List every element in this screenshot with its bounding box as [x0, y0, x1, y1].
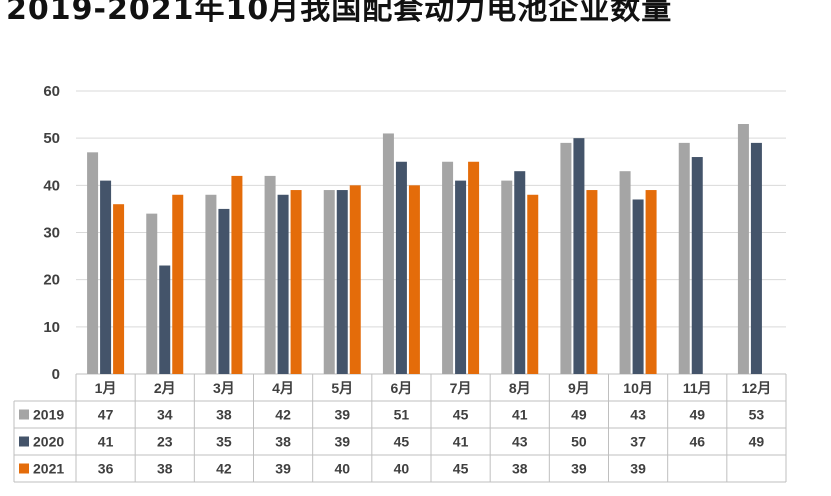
bar-2020-6月	[395, 161, 407, 374]
data-label: 23	[157, 434, 173, 450]
data-label: 36	[98, 461, 114, 477]
data-label: 38	[157, 461, 173, 477]
x-category-label: 7月	[450, 380, 472, 396]
data-label: 37	[630, 434, 646, 450]
x-category-label: 6月	[391, 380, 413, 396]
data-label: 41	[512, 407, 528, 423]
bar-2021-2月	[172, 194, 184, 374]
y-tick-label: 10	[43, 319, 60, 336]
x-category-label: 8月	[509, 380, 531, 396]
data-label: 41	[453, 434, 469, 450]
x-category-label: 10月	[623, 380, 653, 396]
x-category-label: 12月	[742, 380, 772, 396]
bar-2020-1月	[100, 180, 112, 374]
data-label: 46	[689, 434, 705, 450]
bar-2020-9月	[573, 138, 585, 374]
data-label: 39	[571, 461, 587, 477]
legend-label-2021: 2021	[33, 461, 64, 477]
bar-2020-3月	[218, 208, 230, 374]
data-label: 39	[275, 461, 291, 477]
bar-2021-5月	[349, 185, 361, 374]
bar-2020-12月	[750, 142, 762, 374]
data-label: 53	[749, 407, 765, 423]
data-label: 34	[157, 407, 173, 423]
bar-2021-9月	[586, 190, 598, 374]
bar-2021-3月	[231, 175, 243, 374]
bar-2021-4月	[290, 190, 302, 374]
bar-2021-8月	[527, 194, 539, 374]
bar-2019-11月	[678, 142, 690, 374]
bar-2019-3月	[205, 194, 217, 374]
legend-label-2019: 2019	[33, 407, 64, 423]
bar-2019-5月	[323, 190, 335, 374]
bar-2021-6月	[408, 185, 420, 374]
bar-2020-4月	[277, 194, 289, 374]
bars	[87, 124, 762, 375]
x-category-label: 11月	[683, 380, 712, 396]
bar-2019-8月	[501, 180, 513, 374]
bar-2019-7月	[442, 161, 454, 374]
data-table: 1月 2月 3月 4月 5月 6月 7月 8月 9月 10月 11月 12月 2019 47 34 38 42 3…	[13, 374, 787, 483]
bar-2021-10月	[645, 190, 657, 374]
bar-2019-10月	[619, 171, 631, 374]
y-tick-label: 20	[43, 272, 60, 289]
x-category-label: 2月	[154, 380, 176, 396]
bar-2020-11月	[691, 157, 703, 374]
data-label: 35	[216, 434, 232, 450]
y-tick-label: 40	[43, 177, 60, 194]
data-label: 47	[98, 407, 114, 423]
legend-swatch-2021	[19, 463, 29, 474]
bar-2019-4月	[264, 175, 276, 374]
x-category-label: 5月	[331, 380, 353, 396]
legend-swatch-2020	[19, 436, 29, 447]
bar-2021-1月	[113, 204, 125, 374]
x-category-label: 3月	[213, 380, 235, 396]
bar-2020-7月	[455, 180, 467, 374]
data-label: 38	[216, 407, 232, 423]
bar-2019-1月	[87, 152, 99, 374]
bar-2020-10月	[632, 199, 644, 374]
x-category-label: 4月	[272, 380, 294, 396]
legend-swatch-2019	[19, 409, 29, 420]
bar-2020-5月	[336, 190, 348, 374]
data-label: 45	[453, 407, 469, 423]
data-label: 49	[749, 434, 765, 450]
data-label: 38	[275, 434, 291, 450]
y-tick-label: 50	[43, 130, 60, 147]
data-label: 39	[630, 461, 646, 477]
bar-2019-9月	[560, 142, 572, 374]
y-tick-label: 60	[43, 83, 60, 100]
data-label: 50	[571, 434, 587, 450]
chart-title: 2019-2021年10月我国配套动力电池企业数量	[6, 0, 673, 27]
data-label: 39	[334, 407, 350, 423]
data-label: 45	[453, 461, 469, 477]
data-label: 45	[394, 434, 410, 450]
data-label: 49	[571, 407, 587, 423]
data-label: 40	[334, 461, 350, 477]
bar-2020-8月	[514, 171, 526, 374]
y-tick-label: 30	[43, 225, 60, 242]
bar-2019-2月	[146, 213, 158, 374]
legend-label-2020: 2020	[33, 434, 64, 450]
y-tick-label: 0	[52, 366, 60, 383]
bar-2019-12月	[737, 124, 749, 375]
data-label: 39	[334, 434, 350, 450]
bar-2021-7月	[468, 161, 480, 374]
data-label: 41	[98, 434, 114, 450]
bar-2020-2月	[159, 265, 171, 374]
x-category-label: 9月	[568, 380, 590, 396]
data-label: 43	[512, 434, 528, 450]
data-label: 42	[275, 407, 291, 423]
data-label: 49	[689, 407, 705, 423]
data-label: 42	[216, 461, 232, 477]
data-label: 38	[512, 461, 528, 477]
x-category-label: 1月	[95, 380, 117, 396]
y-axis: 0 10 20 30 40 50 60	[43, 83, 60, 383]
data-label: 43	[630, 407, 646, 423]
data-label: 40	[394, 461, 410, 477]
bar-2019-6月	[382, 133, 394, 374]
data-label: 51	[394, 407, 410, 423]
